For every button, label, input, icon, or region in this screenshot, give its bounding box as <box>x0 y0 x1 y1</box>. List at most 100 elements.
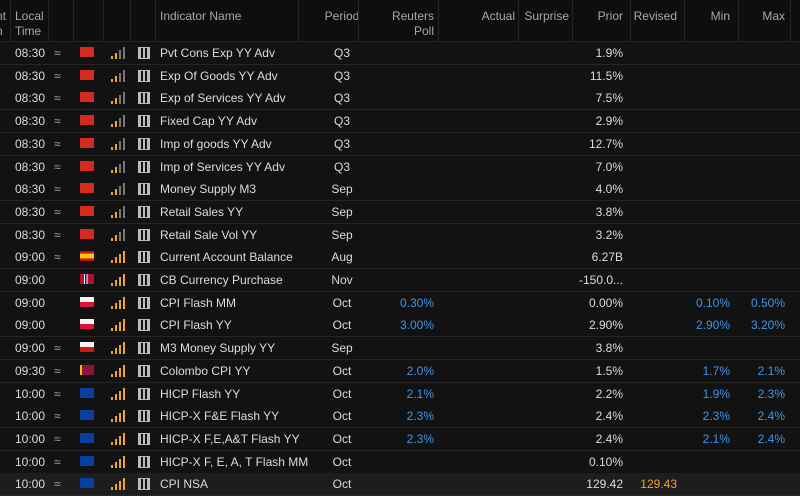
prior-value: 3.2% <box>595 227 623 242</box>
indicator-name: HICP-X F, E, A, T Flash MM <box>160 454 309 469</box>
importance-bar <box>111 78 113 82</box>
importance-bar <box>123 319 125 332</box>
importance-bar <box>119 140 121 150</box>
calendar-icon <box>138 92 150 105</box>
indicator-name: Current Account Balance <box>160 250 293 265</box>
indicator-name: CPI NSA <box>160 477 209 492</box>
flag <box>80 319 94 330</box>
indicator-name: CB Currency Purchase <box>160 273 283 287</box>
calendar-icon <box>138 160 150 173</box>
flag <box>80 47 94 57</box>
importance-bar <box>111 283 113 286</box>
flag <box>80 92 94 103</box>
importance-bar <box>123 410 125 423</box>
importance-bar <box>123 183 125 196</box>
period: Aug <box>331 250 353 265</box>
period: Sep <box>331 182 353 197</box>
flag <box>80 115 94 126</box>
prior-value: 2.9% <box>595 114 623 129</box>
indicator-name: Money Supply M3 <box>160 182 257 197</box>
approx-icon: ≈ <box>54 431 61 446</box>
importance-bar <box>111 237 113 241</box>
importance-bar <box>119 254 121 264</box>
prior-value: 7.5% <box>595 91 623 106</box>
flag <box>80 387 94 398</box>
calendar-icon <box>138 47 150 59</box>
table-row <box>0 314 800 338</box>
importance-bar <box>123 115 125 128</box>
importance-bar <box>115 53 117 59</box>
max-value: 2.1% <box>757 363 785 378</box>
indicator-name: HICP-X F,E,A&T Flash YY <box>160 431 300 446</box>
prior-value: 11.5% <box>589 68 623 83</box>
time: 09:00 <box>15 318 46 333</box>
period: Sep <box>331 204 353 219</box>
header: Local <box>15 9 44 23</box>
flag <box>80 478 94 489</box>
time: 08:30 <box>15 204 46 219</box>
header: Max <box>762 9 785 23</box>
poll-value: 0.30% <box>399 295 434 310</box>
indicator-name: CPI Flash MM <box>160 295 237 310</box>
time: 08:30 <box>15 114 46 129</box>
importance-bar <box>123 137 125 150</box>
flag <box>80 364 94 375</box>
period: Q3 <box>333 136 350 151</box>
time: 10:00 <box>15 386 46 401</box>
min-value: 2.1% <box>702 431 730 446</box>
approx-icon: ≈ <box>54 386 61 401</box>
calendar-icon <box>138 387 150 400</box>
calendar-icon <box>138 274 150 286</box>
importance-bar <box>111 305 113 309</box>
importance-bar <box>119 390 121 400</box>
table-row <box>0 427 800 451</box>
importance-bar <box>111 214 113 218</box>
importance-bar <box>115 416 117 423</box>
header: Min <box>710 9 730 23</box>
importance-bar <box>123 478 125 491</box>
calendar-icon <box>138 205 150 218</box>
prior-value: 0.00% <box>588 295 623 310</box>
calendar-icon <box>138 455 150 468</box>
prior-value: 3.8% <box>595 341 623 356</box>
flag <box>80 432 94 443</box>
importance-bar <box>119 186 121 196</box>
indicator-name: Colombo CPI YY <box>160 363 251 378</box>
prior-value: 4.0% <box>595 182 623 197</box>
importance-bar <box>123 387 125 400</box>
importance-bar <box>123 160 125 173</box>
calendar-icon <box>138 251 150 264</box>
importance-bar <box>111 124 113 128</box>
time: 09:00 <box>15 295 46 310</box>
approx-icon: ≈ <box>54 227 61 242</box>
poll-value: 3.00% <box>399 318 434 333</box>
table-row <box>0 64 800 88</box>
importance-bar <box>111 396 113 400</box>
max-value: 0.50% <box>750 295 785 310</box>
table-row <box>0 200 800 224</box>
importance-bar <box>115 302 117 309</box>
calendar-icon <box>138 319 150 332</box>
importance-bar <box>119 277 121 286</box>
importance-bar <box>111 419 113 423</box>
calendar-icon <box>138 69 150 82</box>
flag <box>80 274 94 284</box>
table-row <box>0 132 800 156</box>
indicator-name: Retail Sales YY <box>160 204 244 219</box>
flag <box>80 183 94 194</box>
header: Prior <box>597 9 623 23</box>
importance-bar <box>115 166 117 173</box>
approx-icon: ≈ <box>54 159 61 174</box>
approx-icon: ≈ <box>54 114 61 129</box>
importance-bar <box>115 121 117 128</box>
flag <box>80 410 94 421</box>
approx-icon: ≈ <box>54 204 61 219</box>
period: Oct <box>332 318 352 333</box>
approx-icon: ≈ <box>54 477 61 492</box>
importance-bar <box>111 146 113 150</box>
importance-bar <box>123 455 125 468</box>
period: Q3 <box>333 114 350 129</box>
flag <box>80 455 94 466</box>
prior-value: 1.9% <box>595 46 623 60</box>
